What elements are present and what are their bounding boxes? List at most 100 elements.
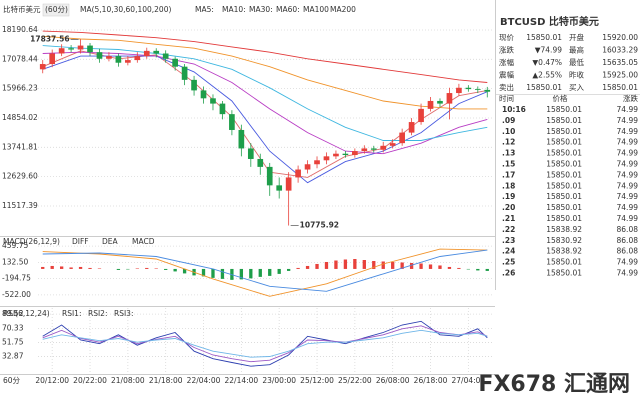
candle-body (370, 148, 377, 150)
candle-body (181, 66, 188, 80)
quote-value: 16033.29 (602, 46, 638, 55)
trade-change: 74.99 (617, 105, 639, 114)
legend-entry: MA100 (303, 5, 329, 14)
candle-body (162, 53, 169, 59)
candle-body (49, 53, 56, 65)
trade-change: 74.99 (617, 170, 639, 179)
y-tick-label: -194.75 (2, 274, 31, 283)
quote-label: 开盘 (569, 32, 584, 42)
macd-bar (391, 261, 395, 269)
trade-price: 15850.01 (546, 192, 582, 201)
candle-body (361, 148, 368, 152)
trade-change: 74.99 (617, 138, 639, 147)
x-tick-label: 26/18:00 (414, 376, 448, 385)
series-line (42, 320, 488, 367)
y-tick-label: 13741.81 (2, 142, 38, 151)
chart-title: 比特币美元 (3, 4, 41, 14)
legend-entry: MA60: (276, 5, 300, 14)
quote-label: 昨收 (569, 70, 584, 80)
trade-price: 15850.01 (546, 269, 582, 278)
panel-title: BTCUSD 比特币美元 (500, 15, 599, 28)
x-tick-label: 25/12:00 (300, 376, 334, 385)
quote-label: 涨跌 (499, 45, 514, 55)
trade-price: 15850.01 (546, 105, 582, 114)
trade-price: 15850.01 (546, 138, 582, 147)
x-tick-label: 20/22:00 (73, 376, 107, 385)
macd-bar (334, 260, 338, 269)
x-tick-label: 21/08:00 (111, 376, 145, 385)
trade-change: 86.08 (617, 247, 639, 256)
x-tick-label: 27/04:00 (452, 376, 486, 385)
macd-bar (78, 266, 83, 269)
candle-body (295, 169, 301, 178)
trade-time: .10 (502, 127, 515, 136)
candle-body (106, 56, 112, 59)
macd-bar (277, 268, 281, 274)
macd-bar (145, 267, 149, 269)
y-tick-label: 18190.64 (2, 25, 38, 34)
y-tick-label: 11517.39 (2, 201, 38, 210)
y-tick-label: 459.75 (2, 241, 28, 250)
trade-time: .23 (502, 236, 515, 245)
trade-price: 15850.01 (546, 160, 582, 169)
candle-body (408, 122, 415, 133)
legend-entry: RSI1: (62, 309, 81, 318)
series-line (42, 249, 488, 292)
legend-entry: RSI2: (88, 309, 107, 318)
y-tick-label: 70.33 (2, 324, 24, 333)
macd-bar (69, 267, 73, 269)
trade-time: .20 (502, 203, 515, 212)
x-tick-label: 23/00:00 (262, 376, 296, 385)
macd-bar (173, 268, 177, 272)
quote-value: ▼0.47% (532, 58, 562, 67)
candle-body (172, 58, 178, 67)
candle-body (77, 45, 84, 50)
ma-label: MA(5,10,30,60,100,200) (80, 5, 171, 14)
macd-bar (438, 265, 442, 269)
trade-change: 86.08 (617, 225, 639, 234)
macd-bar (353, 259, 357, 269)
trade-change: 74.99 (617, 258, 639, 267)
y-tick-label: -522.00 (2, 290, 31, 299)
trade-price: 15850.01 (546, 116, 582, 125)
candle-body (427, 100, 434, 109)
macd-bar (50, 265, 54, 269)
trade-time: .09 (502, 116, 515, 125)
macd-bar (315, 263, 319, 269)
candle-body (333, 153, 339, 157)
quote-label: 买入 (569, 83, 584, 92)
trade-change: 74.99 (617, 269, 639, 278)
period-badge (42, 3, 70, 17)
candle-body (134, 56, 141, 61)
quote-value: ▲2.55% (532, 71, 562, 80)
trade-time: .18 (502, 181, 515, 190)
trade-price: 15850.01 (546, 181, 582, 190)
trade-price: 15838.92 (546, 247, 582, 256)
candle-body (323, 156, 330, 161)
trade-price: 15850.01 (546, 149, 582, 158)
x-tick-label: 22/14:00 (225, 376, 259, 385)
macd-bar (220, 268, 225, 279)
candle-body (266, 166, 273, 186)
series-line (42, 45, 488, 141)
quote-label: 震幅 (499, 70, 514, 80)
trade-time: .15 (502, 160, 515, 169)
trade-time: 10:16 (502, 105, 526, 114)
candle-body (219, 103, 226, 115)
series-line (42, 329, 488, 358)
candle-body (285, 177, 292, 191)
quote-label: 卖出 (499, 82, 514, 92)
candle-body (96, 52, 103, 59)
macd-bar (211, 268, 215, 278)
candle-body (352, 151, 358, 156)
trade-change: 74.99 (617, 127, 639, 136)
x-tick-label: 21/18:00 (149, 376, 183, 385)
macd-bar (88, 267, 92, 269)
macd-bar (362, 260, 366, 269)
trade-price: 15850.01 (546, 203, 582, 212)
trade-price: 15850.01 (546, 127, 582, 136)
trade-time: .12 (502, 138, 515, 147)
quote-value: 15920.00 (602, 33, 638, 42)
trade-time: .13 (502, 149, 515, 158)
macd-bar (258, 268, 262, 277)
